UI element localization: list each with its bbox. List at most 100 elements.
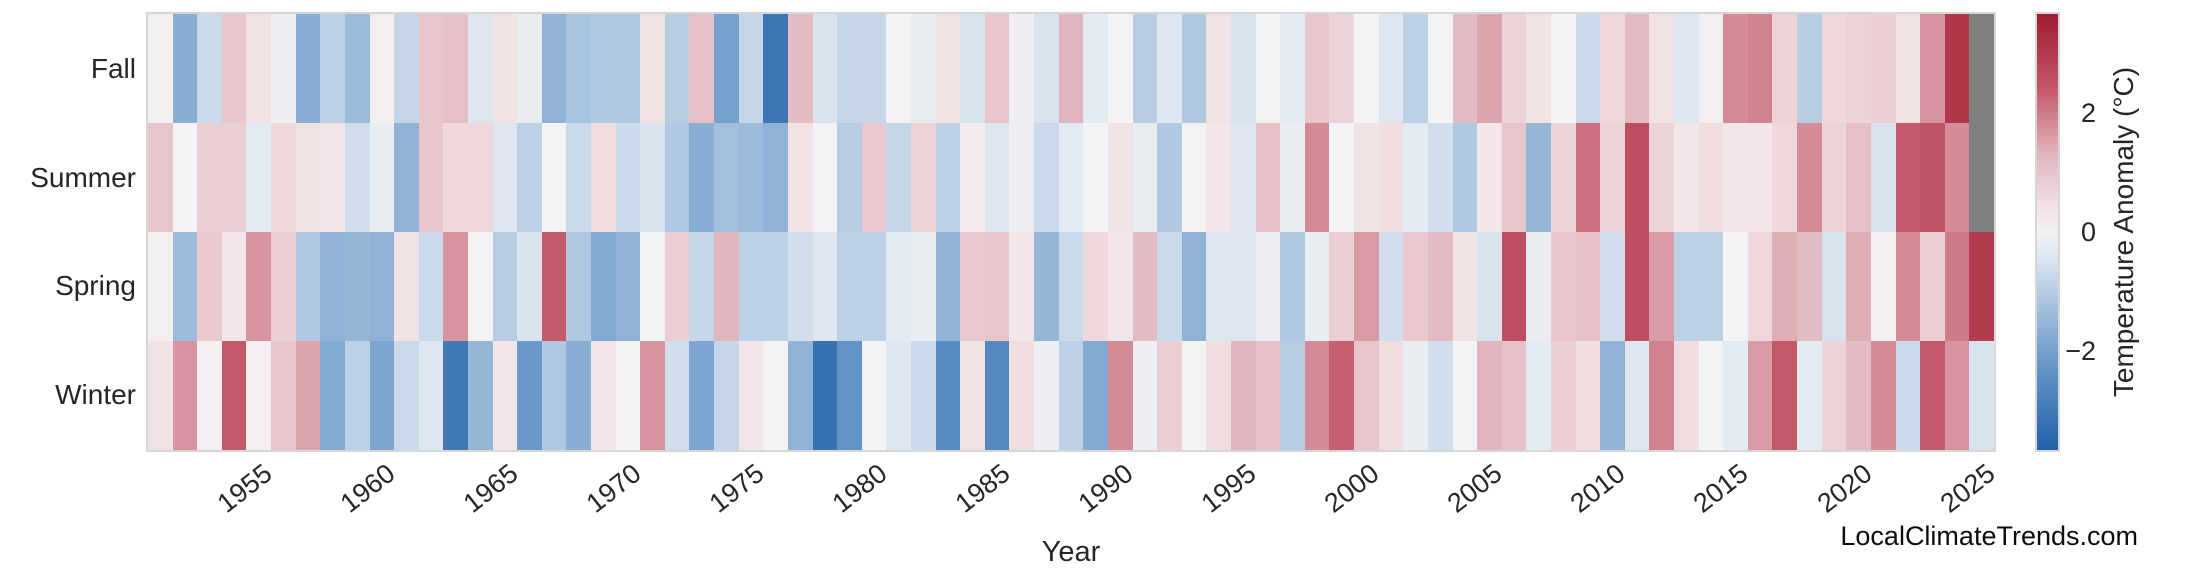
heatmap-cell xyxy=(418,232,444,341)
heatmap-cell xyxy=(763,232,788,341)
heatmap-cell xyxy=(344,341,370,450)
heatmap-cell xyxy=(1304,232,1330,341)
heatmap-cell xyxy=(1895,14,1921,123)
heatmap-cell xyxy=(1354,14,1379,123)
heatmap-cell xyxy=(1280,123,1305,232)
heatmap-cell xyxy=(1058,232,1084,341)
heatmap-row-winter xyxy=(148,341,1994,450)
heatmap-cell xyxy=(344,14,370,123)
heatmap-cell xyxy=(1427,232,1453,341)
heatmap-cell xyxy=(837,341,862,450)
heatmap-cell xyxy=(591,232,616,341)
x-tick-label-text: 1985 xyxy=(949,458,1016,519)
heatmap-cell xyxy=(1329,14,1355,123)
heatmap-cell xyxy=(1870,341,1896,450)
heatmap-cell xyxy=(1403,123,1428,232)
heatmap-cell xyxy=(1329,341,1355,450)
heatmap-cell xyxy=(1747,341,1773,450)
heatmap-cell xyxy=(541,123,567,232)
heatmap-cell xyxy=(763,14,788,123)
heatmap-cell xyxy=(443,123,468,232)
heatmap-cell xyxy=(664,14,690,123)
heatmap-cell xyxy=(1550,14,1576,123)
heatmap-cell xyxy=(394,123,419,232)
heatmap-cell xyxy=(1107,123,1133,232)
heatmap-cell xyxy=(1083,341,1108,450)
x-tick-label-text: 1980 xyxy=(826,458,893,519)
heatmap-cell xyxy=(1674,14,1699,123)
heatmap-cell xyxy=(541,14,567,123)
y-tick-label-spring: Spring xyxy=(55,270,136,301)
heatmap-cell xyxy=(1944,14,1970,123)
x-tick-label-text: 2010 xyxy=(1565,458,1631,519)
heatmap-cell xyxy=(1501,123,1527,232)
heatmap-cell xyxy=(197,123,222,232)
heatmap-plot-area xyxy=(146,12,1996,452)
heatmap-cell xyxy=(418,341,444,450)
heatmap-cell xyxy=(467,123,493,232)
heatmap-cell xyxy=(1895,123,1921,232)
heatmap-cell xyxy=(246,232,272,341)
heatmap-cell xyxy=(1698,14,1724,123)
heatmap-cell xyxy=(714,123,739,232)
heatmap-cell xyxy=(1624,14,1650,123)
heatmap-cell xyxy=(1132,123,1158,232)
heatmap-cell xyxy=(714,14,739,123)
heatmap-cell xyxy=(640,232,665,341)
colorbar-tick-label: 2 xyxy=(2080,97,2096,128)
heatmap-cell xyxy=(1034,341,1059,450)
watermark-text: LocalClimateTrends.com xyxy=(1840,521,2138,551)
heatmap-cell xyxy=(271,232,296,341)
x-tick-label-text: 2020 xyxy=(1811,458,1878,519)
heatmap-cell xyxy=(664,341,690,450)
heatmap-cell xyxy=(1526,14,1551,123)
heatmap-cell xyxy=(197,341,222,450)
heatmap-cell xyxy=(615,232,641,341)
heatmap-cell xyxy=(886,14,911,123)
heatmap-cell xyxy=(911,232,936,341)
heatmap-cell xyxy=(1624,232,1650,341)
heatmap-cell xyxy=(221,14,247,123)
heatmap-cell xyxy=(1206,14,1231,123)
heatmap-cell xyxy=(1378,341,1404,450)
heatmap-cell xyxy=(197,14,222,123)
x-tick-label-text: 1995 xyxy=(1195,458,1262,519)
heatmap-cell xyxy=(271,341,296,450)
heatmap-cell xyxy=(1477,341,1502,450)
heatmap-cell xyxy=(1870,123,1896,232)
heatmap-cell xyxy=(1329,123,1355,232)
heatmap-cell xyxy=(911,14,936,123)
heatmap-cell xyxy=(1132,14,1158,123)
heatmap-cell xyxy=(320,341,345,450)
heatmap-cell xyxy=(1772,232,1798,341)
heatmap-cell xyxy=(394,232,419,341)
heatmap-cell xyxy=(1846,341,1871,450)
heatmap-cell xyxy=(172,14,198,123)
heatmap-cell xyxy=(763,341,788,450)
heatmap-cell xyxy=(1797,341,1822,450)
heatmap-cell xyxy=(1427,123,1453,232)
heatmap-cell xyxy=(1255,123,1281,232)
heatmap-cell xyxy=(837,232,862,341)
heatmap-row-fall xyxy=(148,14,1994,123)
heatmap-cell xyxy=(1870,232,1896,341)
heatmap-cell xyxy=(1230,14,1256,123)
heatmap-cell xyxy=(640,123,665,232)
heatmap-cell xyxy=(1920,232,1945,341)
heatmap-cell xyxy=(148,123,173,232)
heatmap-cell xyxy=(1157,341,1182,450)
heatmap-cell xyxy=(1895,341,1921,450)
heatmap-cell xyxy=(1624,341,1650,450)
heatmap-cell xyxy=(1846,123,1871,232)
x-tick-label-text: 1965 xyxy=(457,458,524,519)
heatmap-cell xyxy=(1920,341,1945,450)
heatmap-cell xyxy=(1624,123,1650,232)
heatmap-cell xyxy=(394,14,419,123)
x-tick-label-text: 1955 xyxy=(211,458,278,519)
heatmap-cell xyxy=(1181,14,1207,123)
x-tick-label-text: 1970 xyxy=(580,458,647,519)
heatmap-cell xyxy=(984,123,1010,232)
heatmap-cell xyxy=(1723,14,1748,123)
heatmap-cell xyxy=(984,14,1010,123)
heatmap-cell xyxy=(1132,341,1158,450)
